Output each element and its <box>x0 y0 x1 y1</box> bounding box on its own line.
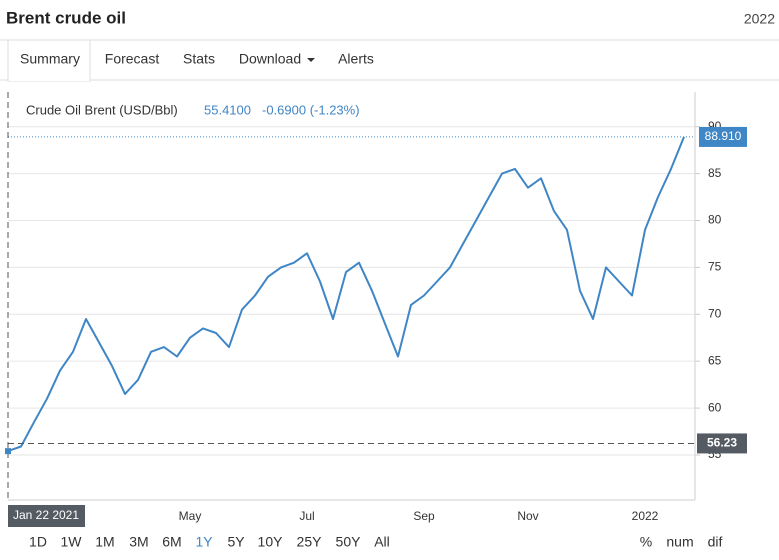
legend-name: Crude Oil Brent (USD/Bbl) <box>26 102 178 117</box>
range-button[interactable]: 25Y <box>297 534 323 550</box>
crosshair-y-label: 56.23 <box>707 436 737 450</box>
range-button[interactable]: 3M <box>129 534 148 550</box>
legend: Crude Oil Brent (USD/Bbl) 55.4100 -0.690… <box>26 102 360 117</box>
x-tick-label: 2022 <box>632 509 659 523</box>
range-button[interactable]: 5Y <box>227 534 245 550</box>
last-price-label: 88.910 <box>705 129 742 143</box>
range-button[interactable]: 1D <box>29 534 47 550</box>
crosshair-x-box <box>8 505 85 527</box>
active-tab <box>7 39 91 82</box>
range-button[interactable]: 6M <box>162 534 181 550</box>
crosshair-x-label: Jan 22 2021 <box>13 508 79 522</box>
y-tick-label: 80 <box>708 213 722 227</box>
range-button[interactable]: 1Y <box>195 534 213 550</box>
start-dot <box>5 448 11 455</box>
range-button[interactable]: 50Y <box>336 534 362 550</box>
range-button[interactable]: 10Y <box>258 534 284 550</box>
y-tick-label: 75 <box>708 260 722 274</box>
y-tick-label: 85 <box>708 166 722 180</box>
page-title: Brent crude oil <box>6 8 126 27</box>
x-tick-label: Sep <box>413 509 435 523</box>
mode-button[interactable]: % <box>640 534 652 550</box>
range-button[interactable]: 1M <box>95 534 114 550</box>
legend-price: 55.4100 <box>204 102 251 117</box>
mode-button[interactable]: dif <box>708 534 723 550</box>
price-line <box>7 136 685 453</box>
tab[interactable]: Forecast <box>105 51 160 67</box>
range-button[interactable]: 1W <box>61 534 83 550</box>
x-tick-label: Jul <box>299 509 314 523</box>
mode-button[interactable]: num <box>666 534 693 550</box>
range-button[interactable]: All <box>374 534 390 550</box>
y-tick-label: 70 <box>708 306 722 320</box>
chart-bg <box>0 81 779 506</box>
legend-change: -0.6900 (-1.23%) <box>262 102 360 117</box>
tab[interactable]: Download <box>239 51 301 67</box>
y-tick-label: 65 <box>708 353 722 367</box>
year: 2022 <box>744 11 775 27</box>
crosshair-y-box <box>697 433 747 454</box>
tab[interactable]: Alerts <box>338 51 374 67</box>
x-tick-label: Nov <box>517 509 538 523</box>
x-tick-label: May <box>179 509 202 523</box>
tab[interactable]: Stats <box>183 51 215 67</box>
dropdown-caret <box>307 58 315 62</box>
y-tick-label: 60 <box>708 400 722 414</box>
tab[interactable]: Summary <box>20 51 80 67</box>
last-price-box <box>699 126 747 147</box>
